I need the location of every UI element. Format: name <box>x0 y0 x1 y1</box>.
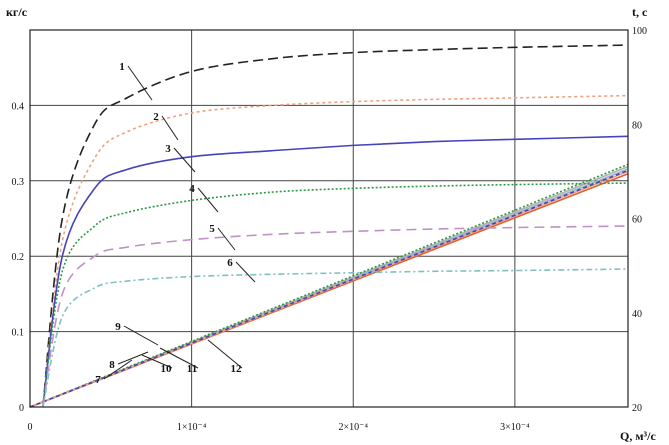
left-tick-label: 0 <box>19 403 24 414</box>
right-tick-label: 80 <box>632 120 642 131</box>
leader-line-11 <box>159 347 199 369</box>
series-line-6 <box>42 268 629 408</box>
leader-line-12 <box>207 339 243 369</box>
leader-line-1 <box>127 65 153 101</box>
leader-line-5 <box>217 227 236 251</box>
x-axis-label: Q, м³/с <box>620 429 656 443</box>
leader-line-6 <box>235 261 256 283</box>
series-label-5: 5 <box>209 223 215 235</box>
left-axis-label: кг/с <box>6 5 28 19</box>
plot-frame <box>29 29 629 408</box>
x-tick-label: 0 <box>28 422 33 433</box>
left-tick-label: 0.3 <box>12 177 25 188</box>
leader-line-10 <box>141 354 173 369</box>
left-tick-label: 0.1 <box>12 328 25 339</box>
series-label-11: 11 <box>187 363 197 375</box>
right-tick-label: 40 <box>632 309 642 320</box>
series-line-1 <box>42 44 629 408</box>
leader-line-7 <box>103 359 133 380</box>
leader-line-3 <box>173 147 196 173</box>
leader-line-2 <box>161 115 179 141</box>
series-label-7: 7 <box>95 374 101 386</box>
series-label-10: 10 <box>161 363 173 375</box>
series-label-6: 6 <box>227 257 233 269</box>
series-label-8: 8 <box>109 359 115 371</box>
right-tick-label: 20 <box>632 403 642 414</box>
series-line-4 <box>42 182 629 408</box>
leader-line-9 <box>123 325 159 346</box>
leader-line-4 <box>197 187 219 213</box>
series-label-3: 3 <box>165 143 171 155</box>
x-tick-label: 2×10⁻⁴ <box>339 422 369 433</box>
right-tick-label: 100 <box>632 26 647 37</box>
series-line-2 <box>42 94 629 408</box>
series-line-5 <box>42 225 629 408</box>
series-label-2: 2 <box>153 111 159 123</box>
left-tick-label: 0.2 <box>12 252 25 263</box>
right-tick-label: 60 <box>632 215 642 226</box>
series-label-9: 9 <box>115 321 121 333</box>
x-tick-label: 1×10⁻⁴ <box>177 422 207 433</box>
grid <box>30 30 628 407</box>
x-tick-label: 3×10⁻⁴ <box>500 422 530 433</box>
series-line-9 <box>29 163 629 408</box>
series-label-1: 1 <box>119 61 125 73</box>
leader-line-8 <box>117 351 149 365</box>
series-line-3 <box>42 135 629 408</box>
left-tick-label: 0.4 <box>12 101 25 112</box>
series-label-4: 4 <box>189 183 195 195</box>
series-line-12 <box>29 169 629 408</box>
right-axis-label: t, c <box>632 5 648 19</box>
series-group <box>29 44 629 408</box>
axes: 0 1×10⁻⁴ 2×10⁻⁴ 3×10⁻⁴ 0 0.1 0.2 0.3 0.4 20 40 60 80… <box>12 26 648 433</box>
series-label-12: 12 <box>231 363 243 375</box>
